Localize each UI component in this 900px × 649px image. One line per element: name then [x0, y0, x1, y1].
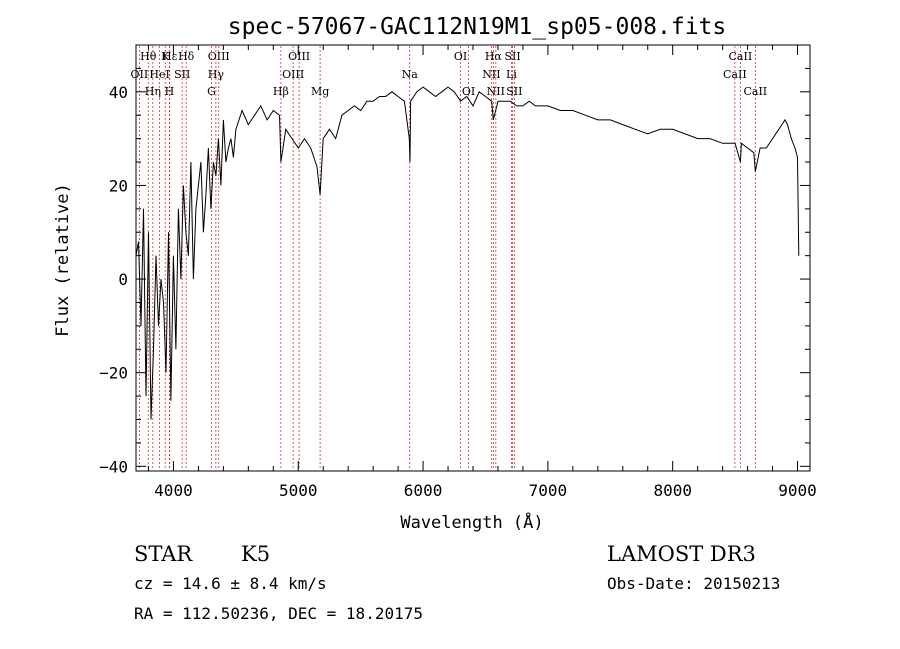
- y-tick-label: 20: [109, 176, 128, 195]
- y-tick-label: 0: [118, 270, 128, 289]
- spectral-line-label: Hγ: [208, 68, 225, 81]
- spectral-line-label: OII: [131, 68, 149, 81]
- spectral-line-label: SII: [506, 85, 522, 98]
- spectral-line-label: CaII: [723, 68, 747, 81]
- survey-name: LAMOST DR3: [607, 542, 756, 566]
- object-subclass: K5: [241, 542, 270, 566]
- spectral-line-label: G: [207, 85, 216, 98]
- x-tick-label: 4000: [154, 481, 193, 500]
- spectral-line-label: Mg: [311, 85, 329, 98]
- spectral-line-label: Hη: [145, 85, 161, 98]
- x-tick-label: 9000: [778, 481, 817, 500]
- spectral-line-label: NII: [482, 68, 500, 81]
- spectral-line-label: SII: [504, 50, 520, 63]
- x-tick-label: 7000: [529, 481, 568, 500]
- y-tick-label: 40: [109, 83, 128, 102]
- x-tick-label: 5000: [279, 481, 318, 500]
- spectral-line-label: Hδ: [178, 50, 195, 63]
- spectral-line-label: CaII: [743, 85, 767, 98]
- spectral-line-label: Li: [506, 68, 517, 81]
- spectral-line-label: HeI: [149, 68, 169, 81]
- spectral-line-label: OIII: [208, 50, 230, 63]
- x-tick-label: 6000: [404, 481, 443, 500]
- chart-title: spec-57067-GAC112N19M1_sp05-008.fits: [228, 14, 727, 40]
- y-axis-label: Flux (relative): [53, 183, 73, 337]
- spectral-line-label: Hα: [485, 50, 503, 63]
- observation-date: Obs-Date: 20150213: [607, 574, 780, 593]
- y-tick-label: −20: [99, 364, 128, 383]
- y-tick-label: −40: [99, 457, 128, 476]
- object-class: STAR: [134, 542, 193, 566]
- spectral-line-label: K: [161, 50, 170, 63]
- plot-frame: [135, 44, 811, 472]
- spectral-line-label: Na: [402, 68, 419, 81]
- spectral-line-label: OIII: [288, 50, 310, 63]
- redshift-cz: cz = 14.6 ± 8.4 km/s: [134, 574, 327, 593]
- spectral-line-label: OI: [454, 50, 467, 63]
- x-tick-label: 8000: [653, 481, 692, 500]
- spectral-line-label: OI: [462, 85, 475, 98]
- spectral-line-label: OIII: [282, 68, 304, 81]
- spectral-line-label: Hθ: [140, 50, 157, 63]
- spectrum-line: [135, 86, 800, 420]
- axis-ticks: 4000 5000 6000 7000 8000 9000 −40 −20 0 20 40: [99, 44, 817, 500]
- spectral-line-label: SII: [174, 68, 190, 81]
- spectral-lines: [138, 46, 756, 470]
- spectral-line-label: Hβ: [273, 85, 289, 98]
- coordinates: RA = 112.50236, DEC = 18.20175: [134, 604, 423, 623]
- spectral-line-label: CaII: [729, 50, 753, 63]
- spectral-line-label: NII: [487, 85, 505, 98]
- spectral-line-label: H: [165, 85, 175, 98]
- x-axis-label: Wavelength (Å): [400, 511, 543, 533]
